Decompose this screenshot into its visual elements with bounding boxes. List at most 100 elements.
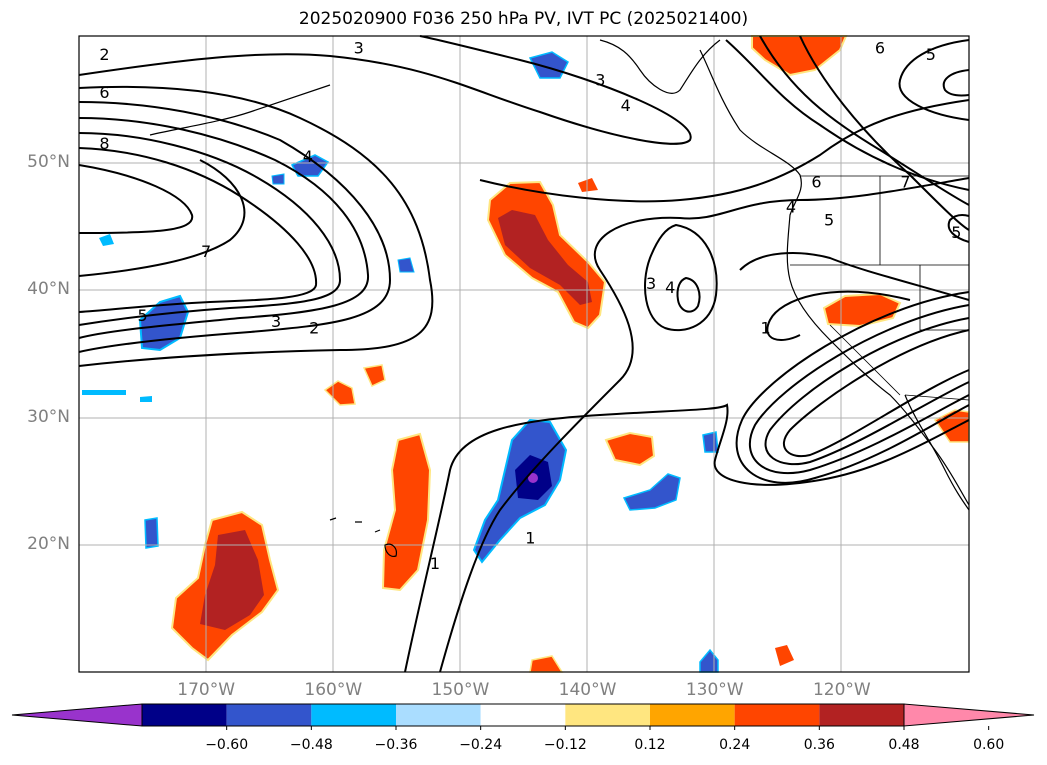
colorbar-segment (734, 704, 820, 726)
contour-label: 3 (271, 312, 281, 331)
contour-label: 4 (621, 96, 631, 115)
borders (790, 175, 970, 401)
contour-line (439, 177, 970, 673)
contour-label: 1 (525, 528, 535, 547)
colorbar-tick-label: −0.36 (374, 737, 418, 753)
gridlines (79, 36, 969, 672)
colorbar-extend-high (903, 703, 1035, 727)
contour-line (942, 69, 970, 97)
negative-anomaly-region (702, 431, 719, 453)
alaska-coast (599, 39, 721, 94)
contour-line (764, 317, 970, 466)
contour-line (479, 99, 970, 203)
contour-label: 6 (99, 83, 109, 102)
state-borders (790, 176, 970, 401)
negative-anomaly-region (271, 173, 285, 185)
colorbar-tick-label: −0.12 (543, 737, 587, 753)
contour-label: 5 (951, 223, 961, 242)
colorbar-segment (226, 704, 312, 726)
lat-label: 30°N (27, 406, 70, 427)
aleutian-islands (149, 84, 331, 136)
colorbar-segment (311, 704, 396, 726)
contour-line (947, 214, 970, 243)
negative-anomaly-region (397, 257, 415, 273)
contour-label: 4 (303, 147, 313, 166)
contour-label: 1 (760, 319, 770, 338)
contour-label: 5 (824, 210, 834, 229)
contour-label: 4 (665, 278, 675, 297)
contour-label: 7 (201, 242, 211, 261)
colorbar-segment (650, 704, 735, 726)
contour-line (78, 159, 246, 277)
colorbar-segment (819, 704, 904, 726)
colorbar-segment (396, 704, 481, 726)
lon-label: 140°W (558, 680, 617, 700)
colorbar-tick-label: 0.12 (634, 737, 666, 753)
contour-label: 5 (137, 306, 147, 325)
contour-line (748, 304, 970, 475)
contour-label: 7 (900, 172, 910, 191)
contour-label: 4 (786, 198, 796, 217)
contour-line (782, 329, 970, 458)
contour-line (78, 132, 342, 326)
lon-label: 170°W (177, 680, 236, 700)
contour-label: 5 (926, 45, 936, 64)
contour-line (739, 252, 970, 301)
colorbar-frame (141, 703, 905, 727)
contour-label: 3 (646, 274, 656, 293)
contour-line (799, 35, 970, 231)
positive-anomaly-region (362, 364, 386, 387)
positive-anomaly-core (498, 210, 592, 305)
coastlines (149, 39, 970, 557)
lon-label: 120°W (812, 680, 871, 700)
contour-label: 2 (99, 45, 109, 64)
positive-anomaly-core (200, 530, 264, 630)
contour-label: 6 (811, 172, 821, 191)
contour-line (78, 164, 194, 234)
contour-line (898, 39, 970, 121)
lat-label: 50°N (27, 152, 70, 173)
contour-line (78, 147, 318, 313)
negative-anomaly-peak (528, 473, 538, 483)
colorbar-tick-label: −0.48 (289, 737, 333, 753)
contour-label: 6 (875, 39, 885, 58)
positive-anomaly-region (381, 432, 432, 592)
colorbar-segment (480, 704, 566, 726)
contour-line (78, 101, 392, 353)
pv-contours (78, 35, 970, 673)
lat-label: 40°N (27, 279, 70, 300)
positive-anomaly-region (578, 178, 598, 192)
negative-anomaly-region (82, 390, 126, 395)
map-title: 2025020900 F036 250 hPa PV, IVT PC (2025… (298, 9, 749, 29)
contour-line (78, 35, 692, 145)
negative-anomaly-region (140, 396, 152, 402)
contour-line (766, 290, 911, 341)
positive-anomaly-region (751, 35, 848, 77)
lon-label: 150°W (431, 680, 490, 700)
negative-anomaly-region (138, 294, 190, 352)
colorbar-tick-label: 0.36 (803, 737, 835, 753)
contour-label: 3 (354, 39, 364, 58)
contour-label: 3 (595, 71, 605, 90)
positive-anomaly-region (775, 645, 794, 666)
negative-anomaly-region (622, 473, 681, 511)
shaded-regions (82, 35, 970, 673)
map-frame (78, 35, 970, 673)
positive-anomaly-region (604, 431, 656, 467)
lon-label: 160°W (304, 680, 363, 700)
contour-label: 8 (99, 134, 109, 153)
contour-line (78, 85, 434, 367)
baja-coast (904, 394, 970, 511)
contour-label: 2 (309, 319, 319, 338)
contour-line (676, 276, 701, 313)
colorbar-extend-low (11, 703, 143, 727)
lat-label: 20°N (27, 533, 70, 554)
lon-label: 130°W (685, 680, 744, 700)
north-america-coast (699, 49, 970, 506)
contour-line (735, 291, 970, 484)
colorbar-tick-label: −0.24 (459, 737, 503, 753)
contour-line (644, 223, 718, 332)
contour-line (404, 403, 970, 673)
